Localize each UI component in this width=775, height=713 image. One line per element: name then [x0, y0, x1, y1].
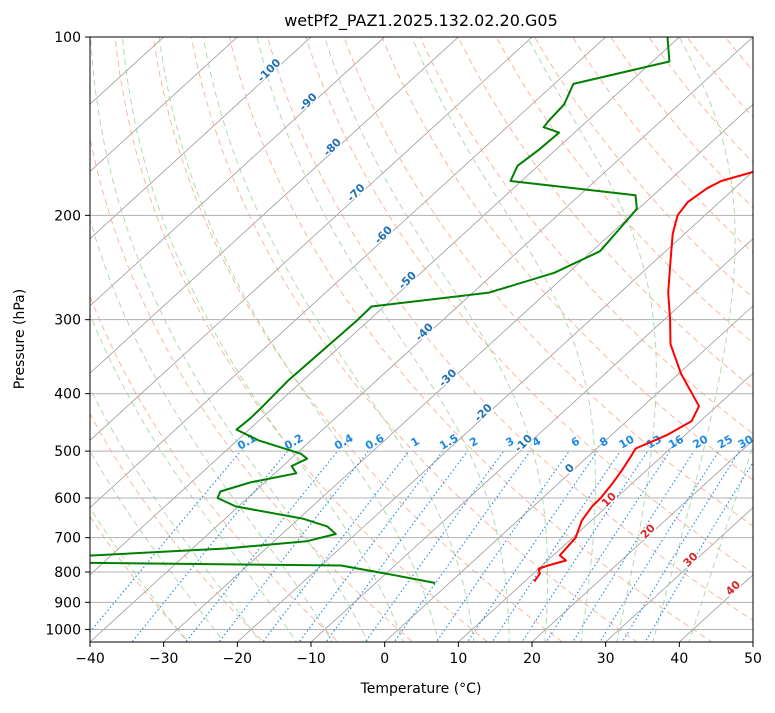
mixing-ratio-label: 8 — [597, 435, 610, 450]
y-tick-label: 1000 — [45, 622, 81, 638]
x-tick-label: 30 — [597, 651, 615, 667]
isotherm-line — [0, 10, 193, 654]
dewpoint-profile — [2, 37, 669, 583]
dry-adiabat-line — [227, 24, 730, 654]
isotherm-label: -80 — [321, 135, 344, 158]
isotherm-line — [151, 10, 775, 654]
mixing-ratio-line — [539, 451, 670, 654]
y-tick-label: 300 — [54, 313, 81, 329]
y-tick-label: 400 — [54, 387, 81, 403]
temperature-profile — [534, 37, 775, 582]
mixing-ratio-label: 36 — [756, 432, 775, 451]
y-tick-label: 600 — [54, 491, 81, 507]
mixing-ratio-line — [210, 451, 369, 654]
dry-adiabat-line — [753, 24, 775, 654]
mixing-ratio-line — [428, 451, 569, 654]
background-lines — [0, 10, 775, 654]
dry-adiabat-line — [76, 24, 427, 654]
x-tick-label: 0 — [380, 651, 389, 667]
y-axis-label: Pressure (hPa) — [12, 289, 28, 389]
isotherm-line — [740, 10, 775, 654]
isotherm-line — [0, 10, 635, 654]
isotherm-label: -30 — [436, 366, 459, 389]
x-tick-label: −20 — [223, 651, 253, 667]
mixing-ratio-label: 6 — [569, 434, 582, 449]
y-tick-label: 900 — [54, 595, 81, 611]
dry-adiabat-line — [640, 24, 775, 654]
dry-adiabat-line — [302, 24, 775, 654]
moist-adiabat-line — [203, 37, 475, 654]
dry-adiabat-line — [715, 24, 775, 654]
mixing-ratio-label: 25 — [715, 433, 735, 452]
dry-adiabat-line — [0, 24, 200, 654]
mixing-ratio-label: 10 — [617, 432, 637, 451]
mixing-ratio-label: 1 — [409, 435, 422, 450]
isotherm-label: -50 — [396, 269, 419, 292]
moist-adiabat-line — [38, 37, 304, 654]
dry-adiabat-line — [415, 24, 775, 654]
dry-adiabat-line — [1, 24, 276, 654]
moist-adiabat-line — [325, 37, 548, 654]
x-tick-label: 20 — [523, 651, 541, 667]
mixing-ratio-label: 13 — [644, 433, 664, 452]
dry-adiabat-line — [339, 24, 775, 654]
moist-adiabat-line — [122, 37, 407, 654]
moist-adiabat-line — [0, 37, 197, 654]
y-tick-label: 700 — [54, 531, 81, 547]
mixing-ratio-label: 2 — [467, 435, 480, 450]
mixing-ratio-label: 0.6 — [363, 431, 387, 452]
isotherm-label: 40 — [723, 578, 743, 598]
x-axis-label: Temperature (°C) — [360, 681, 482, 697]
isotherm-line — [519, 10, 775, 654]
mixing-ratio-line — [357, 451, 504, 654]
mixing-ratio-line — [460, 451, 598, 654]
moist-adiabat-line — [685, 37, 775, 654]
mixing-ratio-label: 16 — [666, 432, 686, 451]
sounding-profiles — [2, 37, 775, 583]
y-tick-label: 200 — [54, 208, 81, 224]
isotherm-line — [0, 10, 414, 654]
isotherm-label: -60 — [372, 223, 395, 246]
x-tick-label: 40 — [670, 651, 688, 667]
isotherm-line — [0, 10, 267, 654]
dry-adiabat-line — [490, 24, 775, 654]
chart-title: wetPf2_PAZ1.2025.132.02.20.G05 — [284, 11, 558, 31]
dry-adiabat-line — [114, 24, 503, 654]
x-tick-label: −30 — [149, 651, 179, 667]
isotherm-label: -70 — [344, 181, 367, 204]
isotherm-label: -100 — [255, 56, 284, 85]
moist-adiabat-line — [0, 37, 233, 654]
moist-adiabat-line — [257, 37, 510, 654]
mixing-ratio-label: 20 — [691, 432, 711, 451]
isotherm-label: 10 — [599, 490, 619, 510]
x-tick-label: 10 — [449, 651, 467, 667]
mixing-ratio-line — [515, 451, 648, 654]
x-tick-label: −10 — [296, 651, 326, 667]
dry-adiabat-line — [39, 24, 352, 654]
y-tick-label: 800 — [54, 565, 81, 581]
isotherm-label: -20 — [472, 401, 495, 424]
y-tick-label: 500 — [54, 444, 81, 460]
isotherm-line — [3, 10, 709, 654]
isotherm-label: 30 — [681, 549, 701, 569]
isotherm-label: -90 — [297, 90, 320, 113]
x-tick-label: −40 — [75, 651, 105, 667]
moist-adiabat-line — [91, 37, 373, 654]
moist-adiabat-line — [14, 37, 269, 654]
mixing-ratio-label: 0.4 — [332, 431, 356, 452]
x-tick-label: 50 — [744, 651, 762, 667]
y-tick-label: 100 — [54, 30, 81, 46]
